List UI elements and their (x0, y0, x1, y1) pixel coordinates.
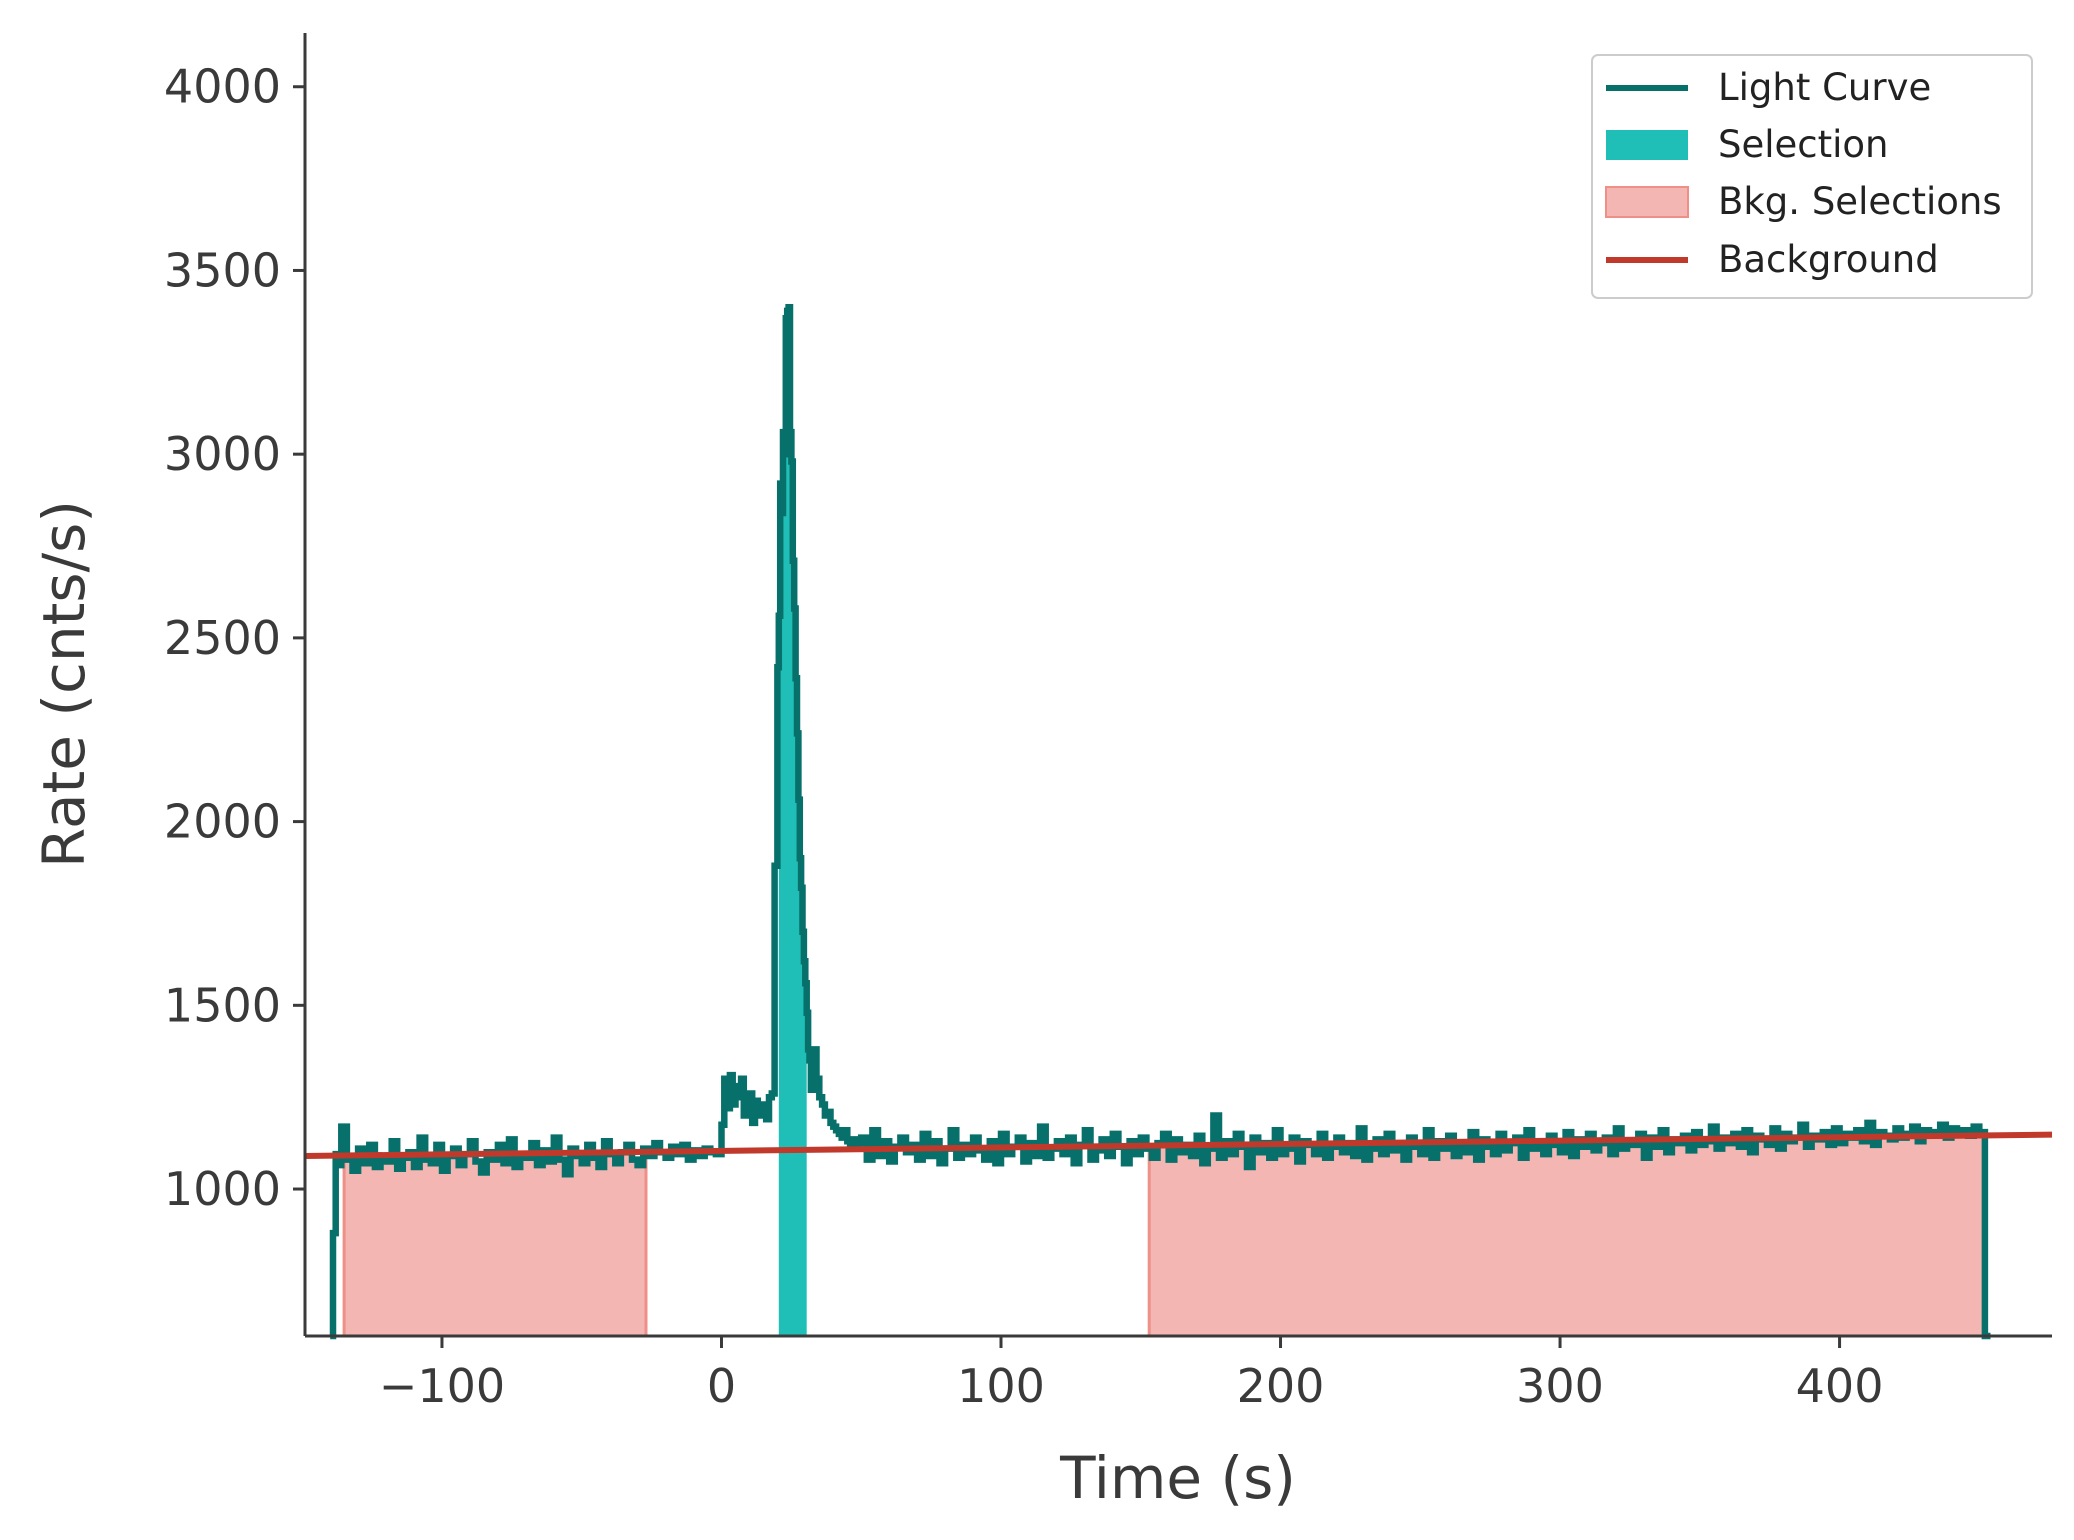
y-tick-label: 1500 (164, 978, 281, 1032)
selection-region (778, 307, 807, 1337)
legend: Light Curve Selection Bkg. Selections Ba… (1591, 54, 2033, 299)
y-tick-label: 3000 (164, 427, 281, 481)
legend-label-light-curve: Light Curve (1718, 66, 1931, 109)
y-ticks: 1000 1500 2000 2500 3000 3500 4000 (164, 60, 305, 1216)
x-tick-label: 200 (1237, 1359, 1325, 1413)
legend-swatch-bkg-selections (1605, 186, 1689, 218)
legend-label-background: Background (1718, 238, 1939, 281)
background-model-line (304, 1131, 2053, 1159)
x-tick-label: 300 (1516, 1359, 1604, 1413)
y-tick-label: 1000 (164, 1162, 281, 1216)
y-tick-label: 4000 (164, 60, 281, 114)
x-tick-label: 100 (957, 1359, 1045, 1413)
x-tick-label: 0 (707, 1359, 736, 1413)
x-axis-title: Time (s) (1059, 1444, 1296, 1512)
legend-frame (1591, 54, 2033, 299)
x-tick-label: 400 (1796, 1359, 1884, 1413)
x-ticks: −100 0 100 200 300 400 (379, 1336, 1884, 1413)
y-tick-label: 2000 (164, 795, 281, 849)
legend-label-selection: Selection (1718, 123, 1889, 166)
y-tick-label: 3500 (164, 243, 281, 297)
y-axis-title: Rate (cnts/s) (30, 500, 98, 868)
x-tick-label: −100 (379, 1359, 505, 1413)
y-tick-label: 2500 (164, 611, 281, 665)
legend-label-bkg-selections: Bkg. Selections (1718, 180, 2002, 223)
legend-swatch-selection (1606, 130, 1688, 160)
